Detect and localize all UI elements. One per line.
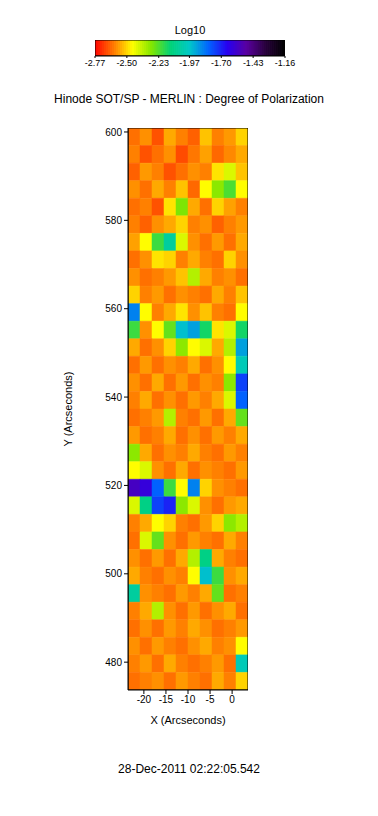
html-text:Hinode SOT/SP - MERLIN : Degre: Hinode SOT/SP - MERLIN : Degree of Polar…: [54, 92, 324, 106]
svg-text:560: 560: [105, 303, 122, 314]
svg-text:-1.97: -1.97: [179, 58, 200, 68]
html-text:28-Dec-2011 02:22:05.542: 28-Dec-2011 02:22:05.542: [118, 762, 260, 776]
svg-text:480: 480: [105, 657, 122, 668]
svg-text:540: 540: [105, 392, 122, 403]
svg-text:-10: -10: [181, 694, 196, 705]
svg-text:X (Arcseconds): X (Arcseconds): [150, 714, 225, 726]
svg-text:-5: -5: [206, 694, 215, 705]
svg-text:520: 520: [105, 480, 122, 491]
svg-text:-1.43: -1.43: [243, 58, 264, 68]
svg-text:-1.70: -1.70: [211, 58, 232, 68]
svg-text:580: 580: [105, 215, 122, 226]
svg-text:-20: -20: [137, 694, 152, 705]
svg-text:-1.16: -1.16: [275, 58, 296, 68]
svg-text:600: 600: [105, 127, 122, 138]
svg-text:-15: -15: [159, 694, 174, 705]
svg-text:0: 0: [229, 694, 235, 705]
svg-text:-2.23: -2.23: [148, 58, 169, 68]
html-text:Log10: Log10: [174, 24, 206, 36]
svg-text:-2.77: -2.77: [85, 58, 106, 68]
svg-text:Y (Arcseconds): Y (Arcseconds): [62, 372, 74, 447]
svg-text:-2.50: -2.50: [117, 58, 138, 68]
svg-text:500: 500: [105, 568, 122, 579]
